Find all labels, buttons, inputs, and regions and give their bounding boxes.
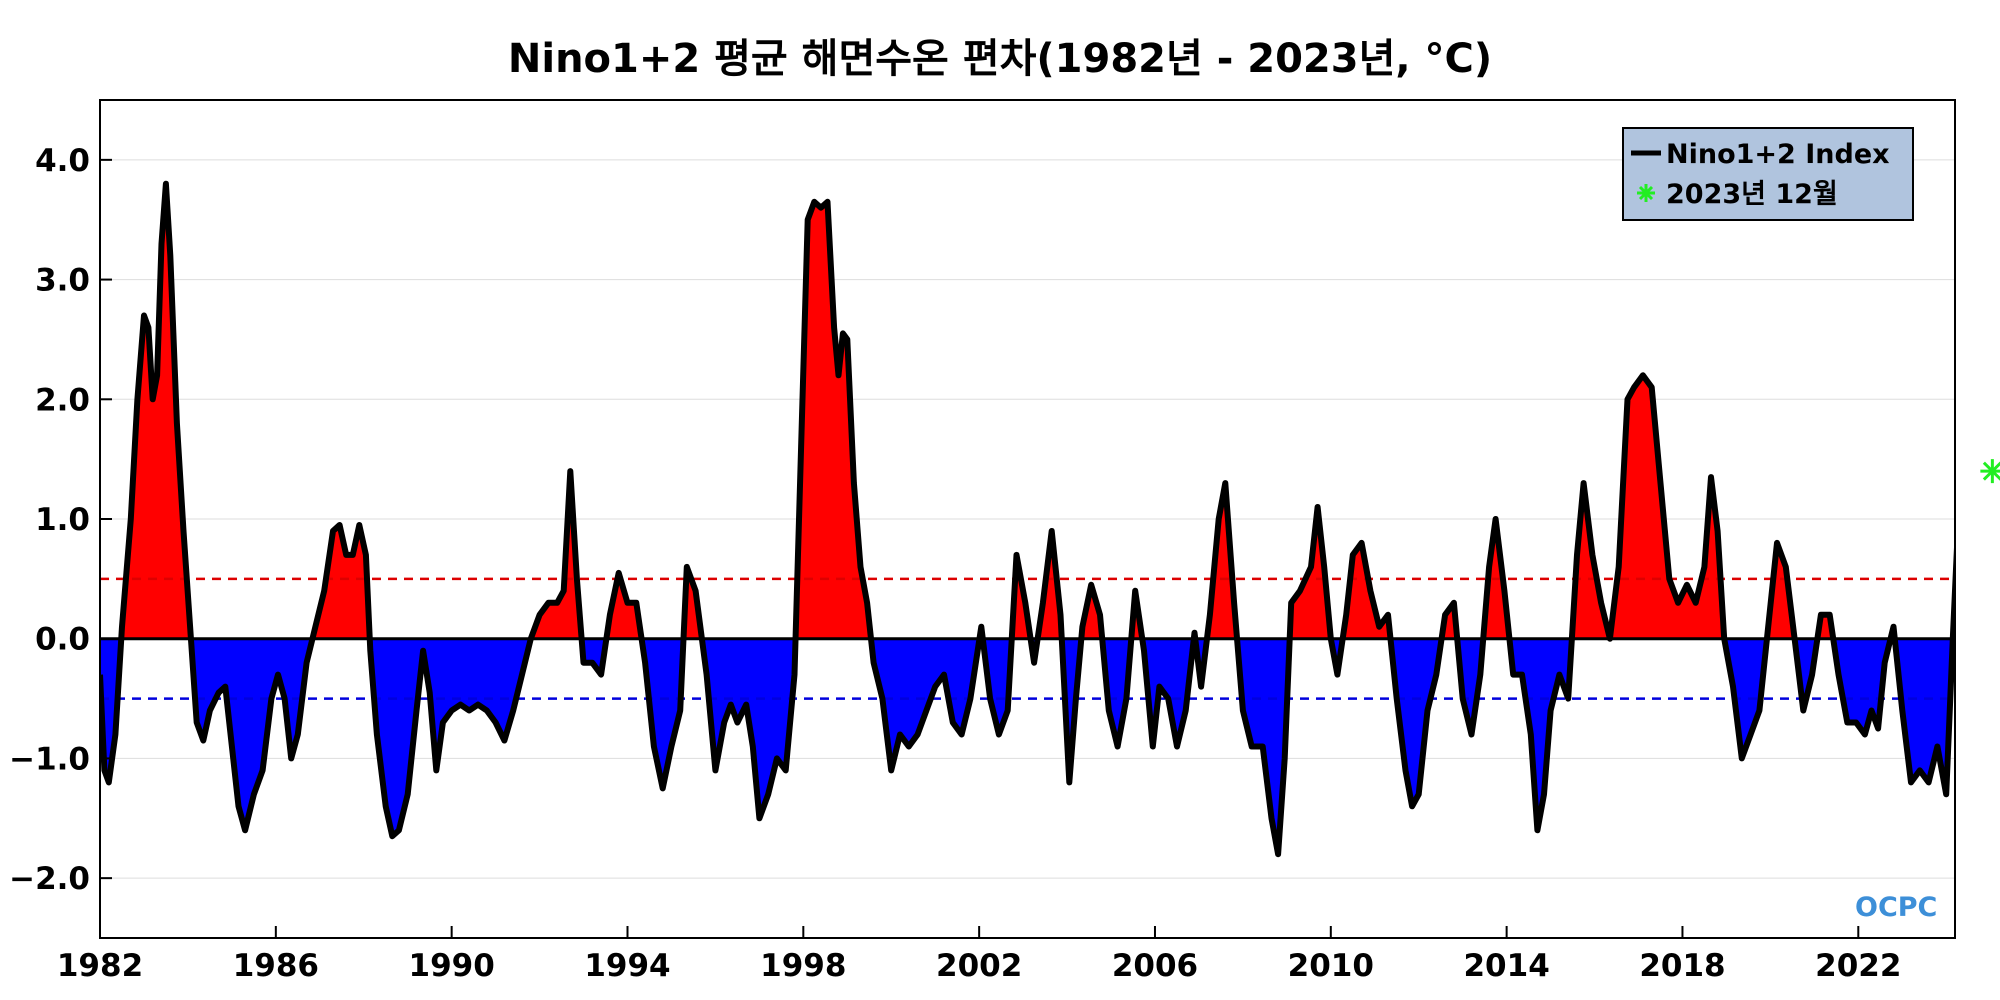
y-tick-label: −1.0 xyxy=(9,741,90,777)
legend-box xyxy=(1622,127,1914,221)
x-tick-label: 2006 xyxy=(1112,948,1198,984)
latest-value-marker xyxy=(1980,459,2000,484)
index-line xyxy=(100,180,1955,858)
anomaly-fills xyxy=(100,183,1955,855)
x-tick-label: 2002 xyxy=(936,948,1022,984)
x-tick-label: 1990 xyxy=(409,948,495,984)
x-tick-label: 1986 xyxy=(233,948,319,984)
y-tick-label: 0.0 xyxy=(35,622,90,658)
axis-ticks: −2.0 −1.0 0.0 1.0 2.0 3.0 4.0 1982 1986 1990 1994 1… xyxy=(9,143,1901,984)
asterisk-stroke xyxy=(1982,461,2000,481)
x-tick-label: 2010 xyxy=(1288,948,1374,984)
chart-title: Nino1+2 평균 해면수온 편차(1982년 - 2023년, °C) xyxy=(507,36,1493,82)
legend-label-latest: 2023년 12월 xyxy=(1666,179,1838,210)
y-tick-label: 4.0 xyxy=(35,143,90,179)
legend-label-index: Nino1+2 Index xyxy=(1666,139,1890,170)
negative-anomaly-fill xyxy=(100,640,1953,855)
ocpc-logo: OCPC xyxy=(1855,892,1937,923)
x-tick-label: 2018 xyxy=(1639,948,1725,984)
x-tick-label: 1994 xyxy=(584,948,670,984)
y-tick-label: 2.0 xyxy=(35,382,90,418)
legend: Nino1+2 Index 2023년 12월 xyxy=(1622,127,1914,221)
reference-lines xyxy=(100,577,1955,700)
y-tick-label: −2.0 xyxy=(9,861,90,897)
y-tick-label: 3.0 xyxy=(35,263,90,299)
x-tick-label: 1982 xyxy=(57,948,143,984)
x-tick-label: 1998 xyxy=(760,948,846,984)
y-tick-label: 1.0 xyxy=(35,502,90,538)
x-tick-label: 2014 xyxy=(1463,948,1549,984)
legend-asterisk-icon xyxy=(1637,184,1655,202)
latest-marker-group xyxy=(1980,459,2000,484)
index-line-group xyxy=(100,180,1955,858)
x-tick-label: 2022 xyxy=(1815,948,1901,984)
grid-lines xyxy=(100,159,1955,879)
